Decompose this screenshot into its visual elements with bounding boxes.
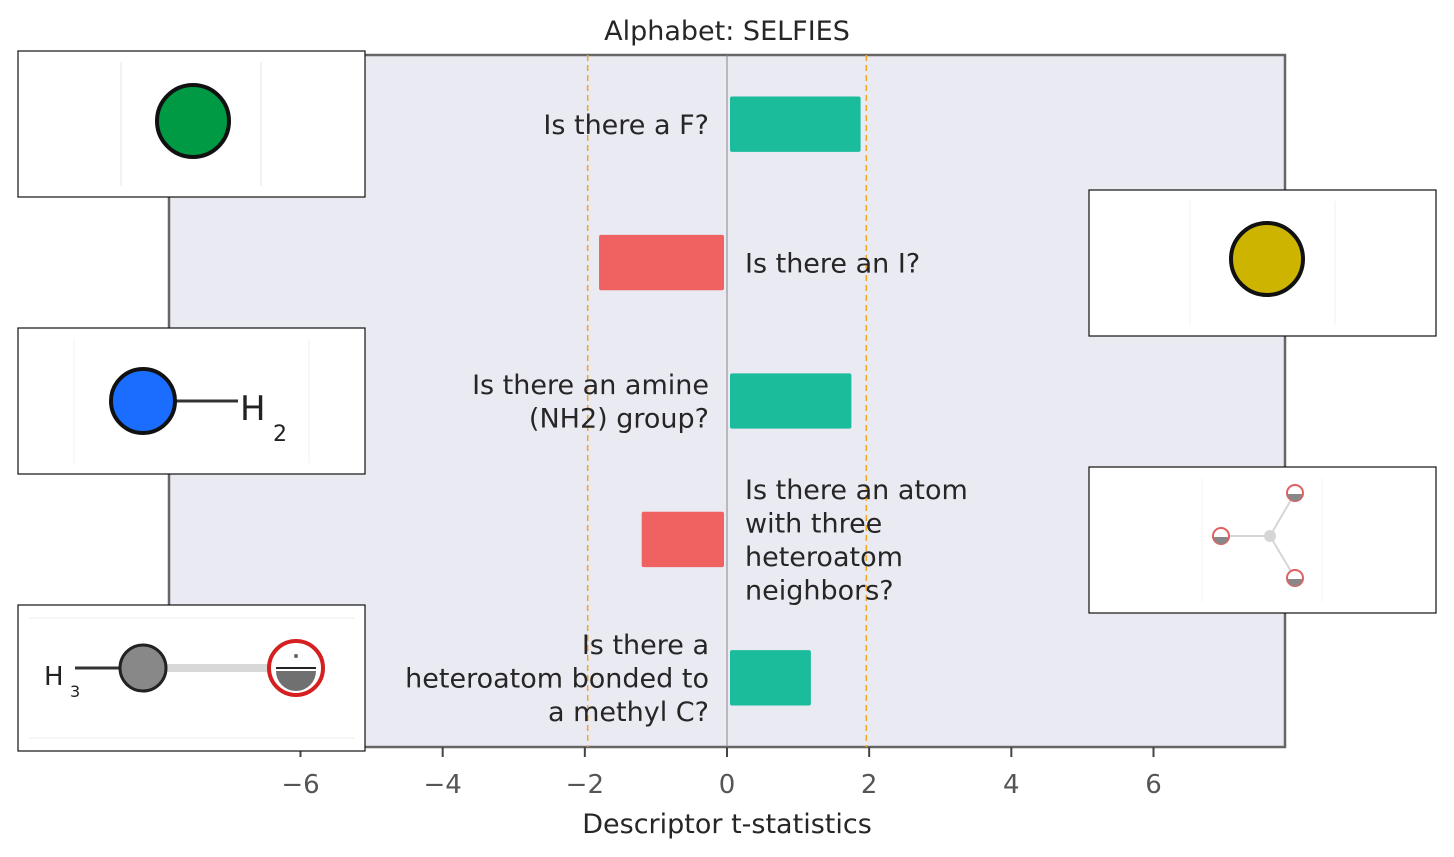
x-tick-label: 4 <box>1003 770 1020 800</box>
amine-nh2-image: H 2 <box>17 327 366 475</box>
fluorine-atom-image <box>17 50 366 198</box>
x-tick-label: 0 <box>719 770 736 800</box>
x-axis-ticks: −6 −4 −2 0 2 4 6 <box>281 747 1162 800</box>
bar-label: Is there an atom with three heteroatom neig… <box>745 475 968 607</box>
bar <box>730 373 852 429</box>
bar <box>599 234 724 291</box>
bar-label: Is there a F? <box>543 110 709 141</box>
bar-label: Is there an amine (NH2) group? <box>472 370 709 435</box>
heteroatom-marker <box>1212 527 1230 545</box>
methyl-h-text: H <box>44 662 64 692</box>
bar-label: Is there a heteroatom bonded to a methyl C… <box>405 630 709 728</box>
bar-label: Is there an I? <box>745 248 920 279</box>
x-tick-label: 2 <box>861 770 878 800</box>
heteroatom-marker <box>1286 569 1304 587</box>
chart-title: Alphabet: SELFIES <box>604 16 850 47</box>
x-tick-label: −4 <box>424 770 462 800</box>
x-tick-label: −2 <box>566 770 604 800</box>
bar <box>730 650 811 706</box>
x-tick-label: 6 <box>1145 770 1162 800</box>
bars <box>599 96 861 706</box>
x-axis-label: Descriptor t-statistics <box>582 809 872 840</box>
nh2-subscript-text: 2 <box>273 422 287 447</box>
methyl-heteroatom-image: H 3 <box>17 604 366 752</box>
nh2-h-text: H <box>240 389 266 429</box>
bar-labels: Is there a F? Is there an I? Is there an a… <box>405 110 968 728</box>
methyl-subscript-text: 3 <box>70 682 80 701</box>
x-tick-label: −6 <box>281 770 319 800</box>
bar <box>730 96 861 152</box>
three-heteroatom-neighbors-image <box>1088 466 1437 614</box>
reference-lines <box>586 55 868 747</box>
bar <box>641 511 724 568</box>
iodine-atom-image <box>1088 189 1437 337</box>
heteroatom-marker <box>1286 484 1304 502</box>
